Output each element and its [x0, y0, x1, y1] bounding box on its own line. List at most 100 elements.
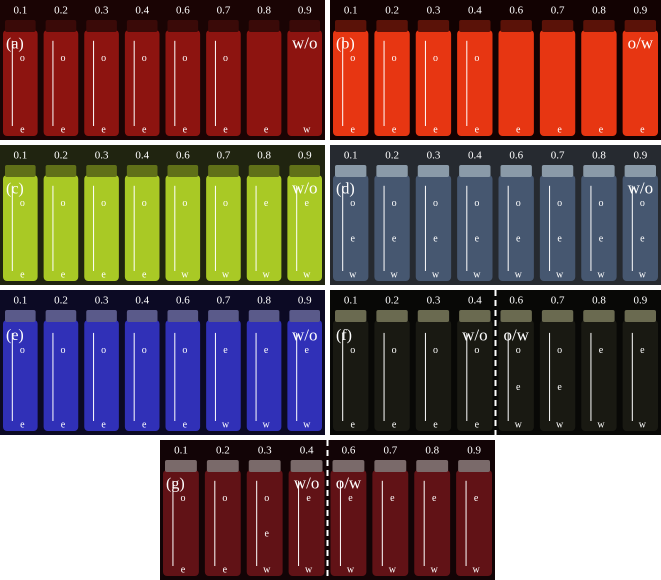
- vial-body: [414, 470, 451, 576]
- phase-label: w: [347, 564, 355, 575]
- vial-fraction: 0.7: [551, 150, 565, 162]
- phase-label: w: [639, 419, 647, 430]
- phase-label: e: [475, 234, 480, 245]
- phase-label: e: [304, 345, 309, 356]
- panel-label: (d): [336, 180, 355, 197]
- vial-fraction: 0.2: [385, 295, 399, 307]
- phase-label: e: [142, 124, 147, 135]
- vial-fraction: 0.9: [298, 295, 312, 307]
- phase-label: w: [472, 564, 480, 575]
- phase-label: e: [264, 345, 269, 356]
- vial-body: [165, 30, 201, 136]
- vial-cap: [86, 165, 117, 177]
- phase-label: w: [597, 419, 605, 430]
- vial-body: [456, 470, 492, 576]
- vial-cap: [500, 20, 532, 32]
- vial-fraction: 0.4: [135, 5, 149, 17]
- vial-cap: [583, 310, 615, 322]
- phase-label: o: [182, 198, 187, 209]
- vial-fraction: 0.4: [468, 295, 482, 307]
- vial-cap: [86, 310, 117, 322]
- phase-label: o: [182, 345, 187, 356]
- vial-body: [163, 470, 199, 576]
- vial-body: [43, 30, 79, 136]
- phase-label: e: [142, 419, 147, 430]
- vial-cap: [417, 20, 450, 32]
- phase-label: e: [183, 124, 188, 135]
- vial-body: [539, 320, 576, 431]
- vial-cap: [583, 20, 615, 32]
- vial-cap: [208, 165, 239, 177]
- vial-fraction: 0.8: [257, 150, 271, 162]
- vial-cap: [417, 165, 450, 177]
- vial-fraction: 0.8: [592, 5, 606, 17]
- phase-label: w: [303, 269, 311, 280]
- vial-cap: [500, 310, 532, 322]
- vial-body: [372, 470, 409, 576]
- phase-label: e: [183, 419, 188, 430]
- phase-label: e: [390, 493, 395, 504]
- vial-cap: [458, 460, 490, 472]
- phase-label: w: [263, 564, 271, 575]
- phase-label: e: [640, 234, 645, 245]
- vial-fraction: 0.3: [95, 295, 109, 307]
- vial-fraction: 0.2: [385, 5, 399, 17]
- phase-label: o: [392, 345, 397, 356]
- vial-body: [206, 30, 241, 136]
- vial-body: [330, 470, 367, 576]
- phase-label: o: [350, 198, 355, 209]
- vial-fraction: 0.8: [257, 5, 271, 17]
- vial-fraction: 0.3: [95, 150, 109, 162]
- vial-fraction: 0.1: [13, 5, 27, 17]
- vial-cap: [583, 165, 615, 177]
- phase-label: e: [433, 124, 438, 135]
- phase-label: e: [433, 234, 438, 245]
- phase-label: e: [61, 419, 66, 430]
- phase-label: w: [473, 269, 481, 280]
- vial-fraction: 0.3: [95, 5, 109, 17]
- phase-label: e: [433, 419, 438, 430]
- vial-cap: [459, 310, 491, 322]
- vial-body: [204, 470, 241, 576]
- phase-label: e: [142, 269, 147, 280]
- vial-cap: [126, 310, 158, 322]
- vial-cap: [289, 310, 320, 322]
- phase-label: e: [101, 269, 106, 280]
- vial-body: [415, 175, 452, 281]
- vial-fraction: 0.6: [509, 150, 523, 162]
- phase-label: o: [474, 53, 479, 64]
- emulsion-type: o/w: [503, 325, 529, 344]
- phase-label: w: [432, 269, 440, 280]
- vial-fraction: 0.8: [257, 295, 271, 307]
- vial-fraction: 0.2: [54, 295, 68, 307]
- panel-label: (b): [336, 35, 355, 52]
- phase-label: o: [350, 345, 355, 356]
- vial-body: [3, 320, 38, 431]
- vial-cap: [289, 165, 320, 177]
- phase-label: e: [557, 124, 562, 135]
- vial-body: [581, 320, 617, 431]
- emulsion-type: w/o: [628, 179, 654, 198]
- vial-body: [415, 320, 452, 431]
- phase-label: o: [474, 345, 479, 356]
- vial-fraction: 0.1: [13, 295, 27, 307]
- panel-label: (c): [6, 180, 24, 197]
- vial-cap: [541, 20, 574, 32]
- vial-body: [457, 30, 493, 136]
- vial-fraction: 0.6: [509, 295, 523, 307]
- vial-body: [206, 320, 241, 431]
- phase-label: o: [101, 198, 106, 209]
- phase-label: o: [101, 345, 106, 356]
- vial-body: [124, 175, 160, 281]
- vial-fraction: 0.7: [383, 445, 397, 457]
- vial-body: [246, 470, 283, 576]
- vial-cap: [206, 460, 239, 472]
- phase-label: e: [350, 234, 355, 245]
- phase-label: o: [350, 53, 355, 64]
- phase-label: e: [61, 124, 66, 135]
- phase-label: o: [433, 53, 438, 64]
- vial-cap: [167, 165, 199, 177]
- vial-fraction: 0.7: [551, 5, 565, 17]
- phase-label: w: [389, 564, 397, 575]
